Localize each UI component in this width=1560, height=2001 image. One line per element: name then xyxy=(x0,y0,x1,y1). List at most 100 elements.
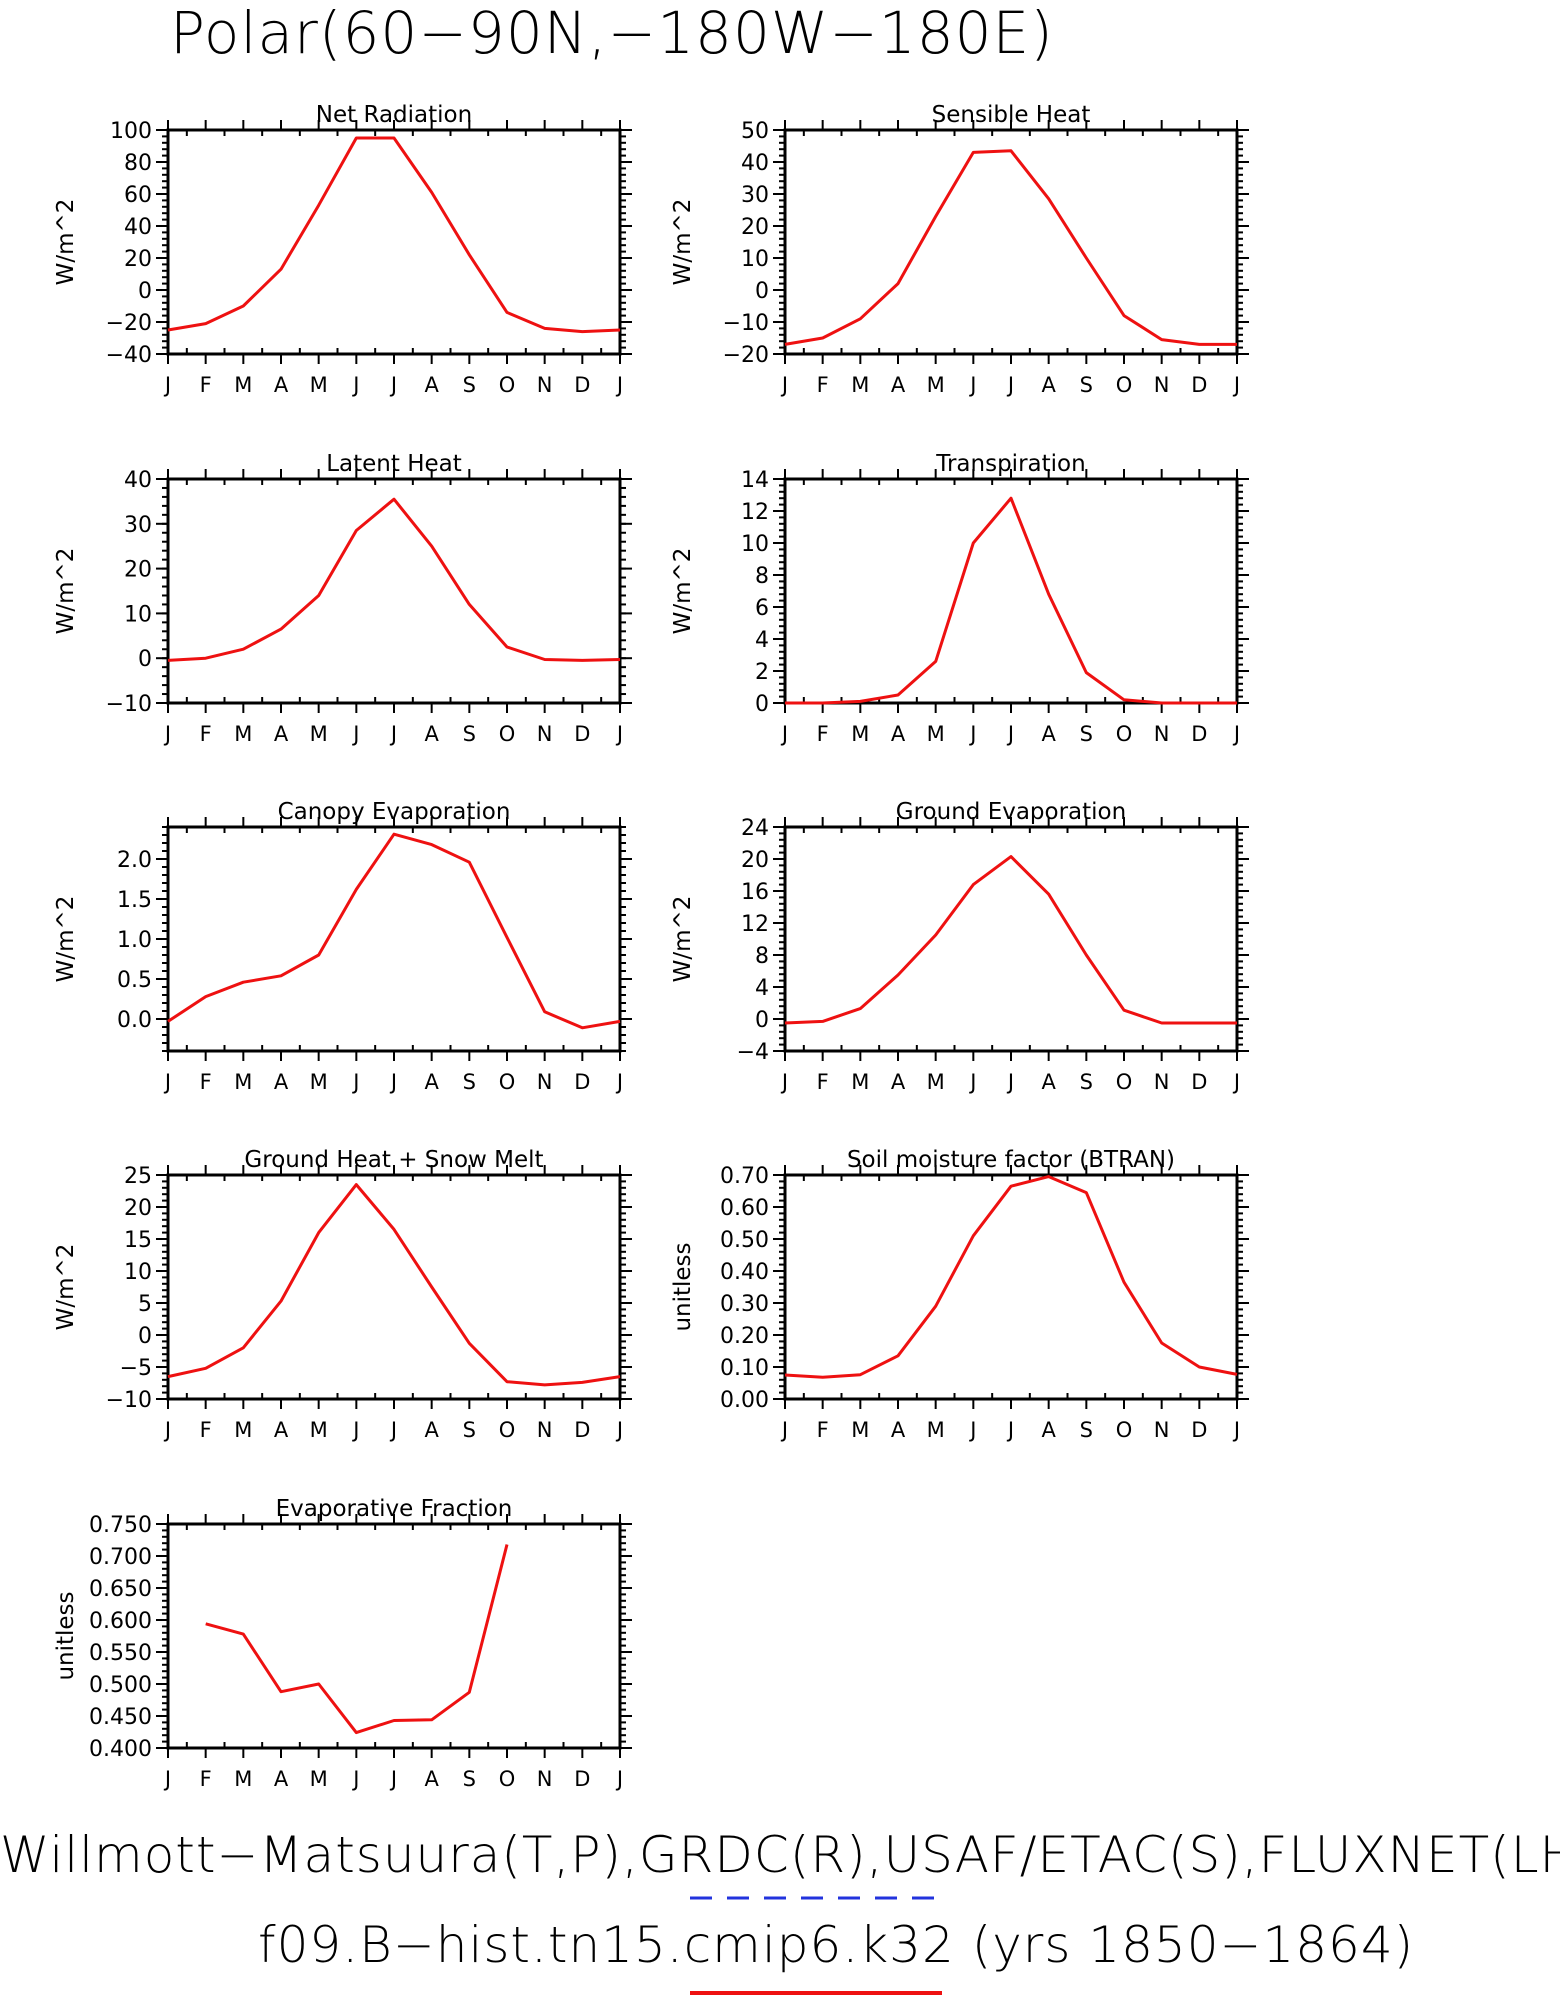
y-tick-label: −10 xyxy=(106,1388,152,1413)
x-tick-label: A xyxy=(1041,1418,1056,1442)
x-tick-label: N xyxy=(537,373,553,397)
y-tick-label: 100 xyxy=(110,119,152,144)
x-tick-label: O xyxy=(499,373,516,397)
y-axis-label: unitless xyxy=(670,1242,696,1331)
y-tick-label: 0 xyxy=(755,279,769,304)
y-tick-label: 0.40 xyxy=(720,1260,769,1285)
y-tick-label: 24 xyxy=(741,816,769,841)
x-tick-label: A xyxy=(274,373,289,397)
y-tick-label: 0.20 xyxy=(720,1324,769,1349)
x-tick-label: J xyxy=(968,1070,976,1094)
x-tick-label: F xyxy=(200,1418,212,1442)
series-line xyxy=(785,496,1237,705)
series-line xyxy=(167,832,621,1030)
x-tick-label: M xyxy=(310,722,328,746)
y-tick-label: −20 xyxy=(723,343,769,368)
y-tick-label: 12 xyxy=(741,500,769,525)
x-tick-label: J xyxy=(163,722,171,746)
x-tick-label: J xyxy=(163,1418,171,1442)
x-tick-label: N xyxy=(1154,1070,1170,1094)
x-tick-label: D xyxy=(574,373,590,397)
x-tick-label: S xyxy=(1080,722,1093,746)
y-tick-label: −5 xyxy=(120,1356,152,1381)
x-tick-label: D xyxy=(574,1070,590,1094)
x-tick-label: A xyxy=(274,1418,289,1442)
x-tick-label: O xyxy=(1116,1070,1133,1094)
x-tick-label: A xyxy=(424,373,439,397)
y-tick-label: 12 xyxy=(741,912,769,937)
y-tick-label: 20 xyxy=(124,247,152,272)
y-tick-label: 0.750 xyxy=(89,1513,152,1538)
x-tick-label: M xyxy=(851,722,869,746)
x-tick-label: S xyxy=(463,373,476,397)
y-tick-label: 6 xyxy=(755,596,769,621)
y-tick-label: 0.0 xyxy=(117,1008,152,1033)
y-tick-label: 0.450 xyxy=(89,1705,152,1730)
plot-frame xyxy=(166,825,622,1053)
x-tick-label: J xyxy=(1006,1418,1014,1442)
x-tick-label: O xyxy=(499,1418,516,1442)
x-tick-label: D xyxy=(1191,1418,1207,1442)
series-line xyxy=(167,1183,621,1387)
x-tick-label: S xyxy=(1080,1070,1093,1094)
y-tick-label: 15 xyxy=(124,1228,152,1253)
x-tick-label: A xyxy=(891,1418,906,1442)
x-tick-label: J xyxy=(389,1418,397,1442)
x-tick-label: A xyxy=(891,373,906,397)
x-tick-label: J xyxy=(389,373,397,397)
x-tick-label: M xyxy=(310,1070,328,1094)
y-tick-label: 16 xyxy=(741,880,769,905)
y-tick-label: 8 xyxy=(755,564,769,589)
x-tick-label: M xyxy=(234,1418,252,1442)
y-axis-label: W/m^2 xyxy=(53,1244,79,1331)
y-tick-label: 0 xyxy=(138,647,152,672)
y-tick-label: 5 xyxy=(138,1292,152,1317)
plot-frame xyxy=(783,825,1239,1053)
x-tick-label: A xyxy=(274,722,289,746)
x-tick-label: M xyxy=(927,373,945,397)
x-tick-label: O xyxy=(1116,1418,1133,1442)
y-tick-label: 20 xyxy=(124,558,152,583)
x-tick-label: J xyxy=(389,1767,397,1791)
x-tick-label: J xyxy=(780,1070,788,1094)
x-tick-label: J xyxy=(780,1418,788,1442)
x-tick-label: N xyxy=(537,1418,553,1442)
y-axis-label: W/m^2 xyxy=(670,896,696,983)
x-tick-label: F xyxy=(817,722,829,746)
y-tick-label: 4 xyxy=(755,628,769,653)
y-tick-label: 40 xyxy=(741,151,769,176)
x-tick-label: J xyxy=(615,1070,623,1094)
plot-frame xyxy=(783,1173,1239,1401)
x-tick-label: J xyxy=(1006,373,1014,397)
series-line xyxy=(784,1175,1238,1379)
y-tick-label: −10 xyxy=(106,692,152,717)
x-tick-label: J xyxy=(163,1070,171,1094)
y-tick-label: 30 xyxy=(741,183,769,208)
y-tick-label: 20 xyxy=(741,215,769,240)
y-tick-label: 0.700 xyxy=(89,1545,152,1570)
y-tick-label: 0.5 xyxy=(117,968,152,993)
x-tick-label: A xyxy=(274,1767,289,1791)
page-title: Polar(60−90N,−180W−180E) xyxy=(170,0,1054,67)
y-tick-label: −40 xyxy=(106,343,152,368)
x-tick-label: N xyxy=(1154,373,1170,397)
x-tick-label: M xyxy=(927,1418,945,1442)
x-tick-label: J xyxy=(615,373,623,397)
x-tick-label: J xyxy=(1232,373,1240,397)
footer-line-2: f09.B−hist.tn15.cmip6.k32 (yrs 1850−1864… xyxy=(258,1916,1414,1974)
x-tick-label: A xyxy=(1041,373,1056,397)
x-tick-label: F xyxy=(200,1767,212,1791)
x-tick-label: M xyxy=(310,1767,328,1791)
x-tick-label: M xyxy=(927,722,945,746)
x-tick-label: D xyxy=(574,722,590,746)
y-tick-label: 50 xyxy=(741,119,769,144)
y-axis-label: W/m^2 xyxy=(53,199,79,286)
y-tick-label: 10 xyxy=(741,532,769,557)
x-tick-label: D xyxy=(1191,1070,1207,1094)
y-tick-label: 0.70 xyxy=(720,1164,769,1189)
x-tick-label: O xyxy=(1116,373,1133,397)
